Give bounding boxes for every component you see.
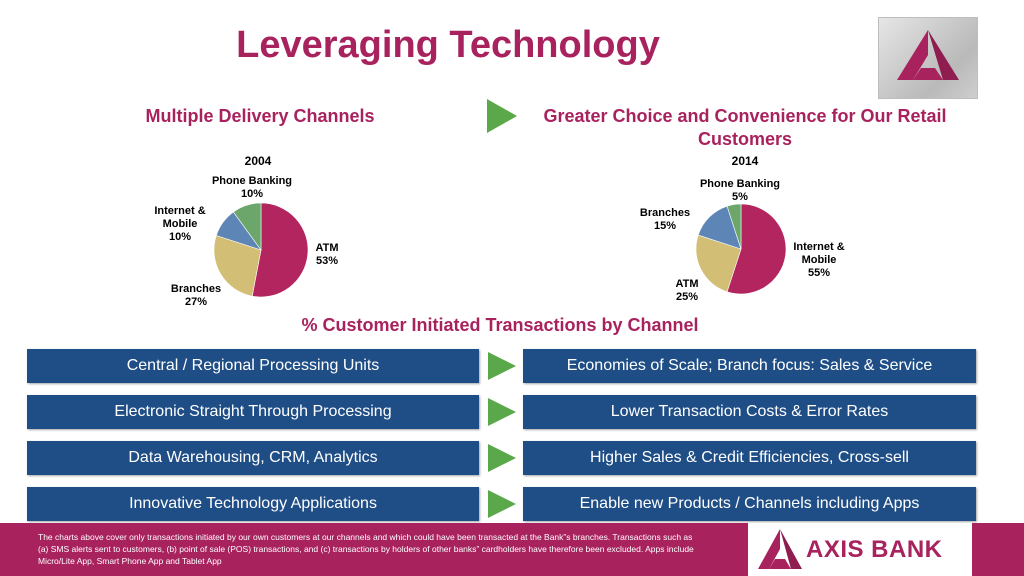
label-name-2: Mobile [801,254,837,266]
label-name: Phone Banking [699,178,781,190]
chart-2014-title: 2014 [731,154,759,168]
pie-label-internet-mobile: Internet & Mobile 55% [786,241,852,280]
left-heading: Multiple Delivery Channels [145,106,375,126]
arrow-right-icon [488,398,516,426]
initiative-bar: Central / Regional Processing Units [27,349,479,383]
initiative-bar: Data Warehousing, CRM, Analytics [27,441,479,475]
pie-label-phone-banking: Phone Banking 5% [686,178,794,204]
pie-chart-2014 [695,203,787,295]
page-title: Leveraging Technology [236,24,660,66]
label-name: Internet & [793,241,845,253]
label-value: 53% [315,255,339,267]
pie-slice-atm [695,234,742,293]
label-name: Branches [639,207,691,219]
pie-label-internet-mobile: Internet & Mobile 10% [146,205,214,244]
label-value: 25% [675,291,699,303]
arrow-right-icon [487,99,517,133]
axis-bank-logo: AXIS BANK [748,523,972,576]
label-name: Phone Banking [211,175,293,187]
arrow-right-icon [488,352,516,380]
benefit-bar: Enable new Products / Channels including… [523,487,976,521]
label-value: 5% [732,191,748,203]
footer: The charts above cover only transactions… [0,523,1024,576]
benefit-bar: Higher Sales & Credit Efficiencies, Cros… [523,441,976,475]
label-value: 10% [240,188,264,200]
pie-slice-internet-mobile [726,203,787,295]
label-name-2: Mobile [162,218,198,230]
initiative-bar: Innovative Technology Applications [27,487,479,521]
arrow-right-icon [488,490,516,518]
footnote: The charts above cover only transactions… [38,532,694,566]
label-name: Internet & [154,205,206,217]
right-heading: Greater Choice and Convenience for Our R… [543,106,947,149]
pie-label-atm: ATM 25% [668,278,706,304]
pie-slice-phone-banking [726,203,742,250]
benefit-bar: Lower Transaction Costs & Error Rates [523,395,976,429]
arrow-right-icon [488,444,516,472]
chart-2004-title: 2004 [244,154,272,168]
pie-chart-2004 [213,202,309,298]
pie-label-branches: Branches 15% [633,207,697,233]
benefit-bar: Economies of Scale; Branch focus: Sales … [523,349,976,383]
label-value: 10% [168,231,192,243]
label-value: 55% [807,267,831,279]
label-name: ATM [315,242,339,254]
pie-label-phone-banking: Phone Banking 10% [198,175,306,201]
pie-label-branches: Branches 27% [162,283,230,309]
pie-slice-phone-banking [232,202,262,251]
label-name: ATM [675,278,699,290]
axis-logo [878,17,978,99]
label-value: 15% [653,220,677,232]
pie-label-atm: ATM 53% [308,242,346,268]
pie-slice-branches [213,235,262,297]
chart-caption: % Customer Initiated Transactions by Cha… [301,315,699,335]
bank-name: AXIS BANK [806,536,943,563]
label-name: Branches [170,283,222,295]
label-value: 27% [184,296,208,308]
pie-slice-atm [251,202,309,298]
initiative-bar: Electronic Straight Through Processing [27,395,479,429]
